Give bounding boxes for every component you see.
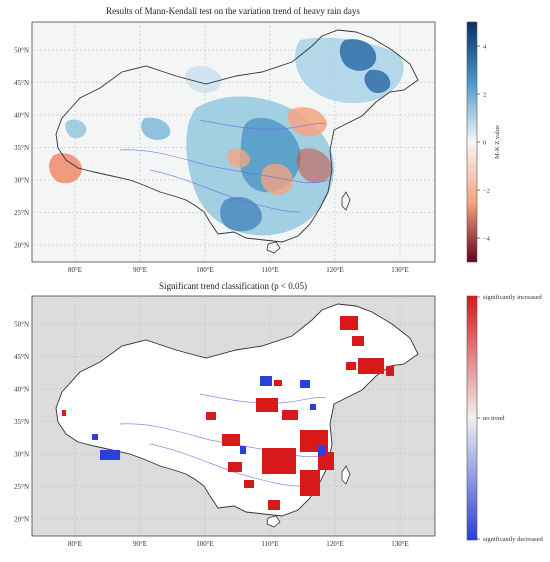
colorbar-label-no-trend: no trend <box>483 415 505 422</box>
significance-map-panel: Significant trend classification (p < 0.… <box>14 281 543 548</box>
panel-title-significance: Significant trend classification (p < 0.… <box>159 281 307 291</box>
lat-tick-label: 40°N <box>14 386 29 394</box>
colorbar-tick-label: −4 <box>483 236 491 243</box>
lon-tick-label: 90°E <box>133 540 147 548</box>
colorbar-label-increased: significantly increased <box>483 294 542 301</box>
colorbar-tick-label: 0 <box>483 140 486 147</box>
colorbar-label: M-K Z value <box>494 125 501 159</box>
lon-tick-label: 120°E <box>326 540 344 548</box>
colorbar-tick-label: 2 <box>483 92 486 99</box>
lon-tick-label: 80°E <box>68 266 82 274</box>
lon-tick-label: 100°E <box>196 540 214 548</box>
colorbar-mk: 4 2 0 −2 −4 M-K Z value <box>466 21 501 263</box>
lat-tick-label: 45°N <box>14 79 29 87</box>
colorbar-gradient <box>466 21 478 263</box>
taiwan-island <box>341 191 351 211</box>
colorbar-tick-label: −2 <box>483 188 490 195</box>
lon-tick-label: 80°E <box>68 540 82 548</box>
lat-tick-label: 40°N <box>14 112 29 120</box>
mk-z-map-panel: Results of Mann-Kendall test on the vari… <box>14 6 501 274</box>
panel-title-mk: Results of Mann-Kendall test on the vari… <box>106 6 360 16</box>
lon-tick-label: 130°E <box>391 540 409 548</box>
lon-tick-label: 110°E <box>261 540 278 548</box>
lon-tick-label: 110°E <box>261 266 278 274</box>
lat-tick-label: 45°N <box>14 353 29 361</box>
lat-tick-label: 25°N <box>14 483 29 491</box>
lat-tick-label: 50°N <box>14 47 29 55</box>
lat-tick-label: 20°N <box>14 242 29 250</box>
significant-cells <box>62 316 394 510</box>
hainan-island <box>266 241 281 254</box>
hainan-island <box>266 515 281 528</box>
lat-tick-label: 30°N <box>14 451 29 459</box>
taiwan-island <box>341 465 351 485</box>
lat-tick-label: 50°N <box>14 321 29 329</box>
axis-ticks: 80°E 90°E 100°E 110°E 120°E 130°E 50°N 45°N 40°N… <box>14 321 409 549</box>
colorbar-tick-label: 4 <box>483 44 487 51</box>
z-value-field <box>49 37 404 236</box>
lon-tick-label: 100°E <box>196 266 214 274</box>
colorbar-gradient <box>466 295 478 541</box>
lon-tick-label: 90°E <box>133 266 147 274</box>
colorbar-label-decreased: significantly decreased <box>483 536 543 543</box>
lat-tick-label: 35°N <box>14 418 29 426</box>
colorbar-significance: significantly increased no trend signifi… <box>466 294 543 543</box>
lat-tick-label: 30°N <box>14 177 29 185</box>
lon-tick-label: 120°E <box>326 266 344 274</box>
river-lines <box>119 119 331 213</box>
lat-tick-label: 20°N <box>14 516 29 524</box>
lat-tick-label: 25°N <box>14 209 29 217</box>
lat-tick-label: 35°N <box>14 144 29 152</box>
china-border <box>55 29 419 243</box>
axis-ticks: 80°E 90°E 100°E 110°E 120°E 130°E 50°N 45°N 40°N… <box>14 47 409 275</box>
lon-tick-label: 130°E <box>391 266 409 274</box>
